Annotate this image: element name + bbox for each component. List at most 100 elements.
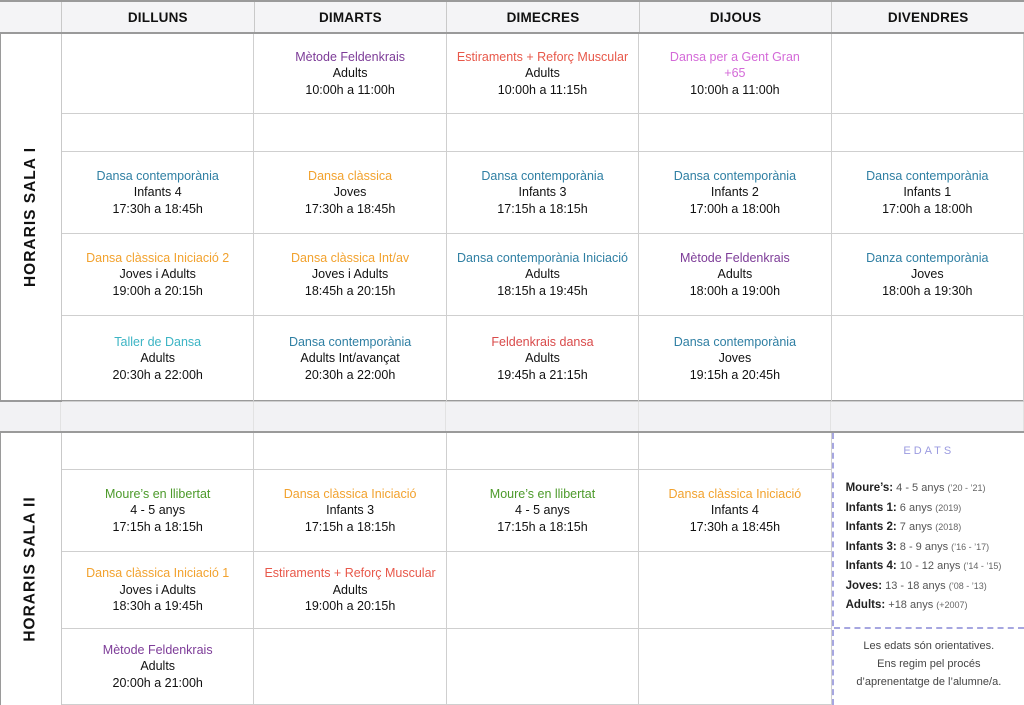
empty-cell [639, 433, 832, 470]
class-title: Dansa clàssica Iniciació 1 [86, 566, 230, 581]
class-title: Estiraments + Reforç Muscular [456, 49, 629, 64]
day-header-dilluns: DILLUNS [61, 2, 254, 32]
class-cell: Dansa contemporània Iniciació Adults 18:15… [446, 234, 640, 316]
class-title: Dansa clàssica Iniciació 2 [86, 250, 230, 265]
class-title: Dansa contemporània [866, 168, 989, 183]
class-group: Adults [717, 267, 753, 282]
class-hours: 18:30h a 19:45h [112, 599, 203, 614]
day-header-divendres: DIVENDRES [831, 2, 1024, 32]
edats-item-range: 8 - 9 anys [899, 540, 949, 553]
empty-cell [446, 629, 640, 705]
edats-item-label: Infants 1: [845, 501, 897, 514]
empty-cell [62, 114, 255, 152]
empty-cell [831, 114, 1024, 152]
class-cell: Dansa contemporània Infants 2 17:00h a 18:… [639, 152, 832, 234]
empty-cell [254, 629, 447, 705]
class-group: Joves i Adults [119, 582, 196, 597]
class-title: Dansa contemporània [481, 168, 604, 183]
class-hours: 18:45h a 20:15h [304, 283, 396, 298]
class-group: Joves i Adults [311, 267, 389, 282]
class-cell: Dansa contemporània Infants 3 17:15h a 18:… [446, 152, 640, 234]
class-group: Joves [333, 185, 367, 200]
edats-item-label: Infants 4: [845, 560, 897, 572]
day-header-dimecres: DIMECRES [446, 2, 639, 32]
class-title: Taller de Dansa [114, 334, 202, 349]
sala-1-grid: Mètode Feldenkrais Adults 10:00h a 11:00h E… [61, 34, 1024, 402]
sala-2-grid: EDATS Moure’s: 4 - 5 anys (’20 - ’21) Inf… [61, 433, 1024, 705]
class-hours: 19:00h a 20:15h [304, 599, 396, 614]
class-cell: Dansa clàssica Iniciació 2 Joves i Adults… [62, 234, 255, 316]
header-corner [0, 2, 61, 32]
class-group: Adults [525, 66, 560, 81]
class-group: Adults [140, 351, 176, 366]
edats-item: Infants 3: 8 - 9 anys (’16 - ’17) [846, 538, 1024, 558]
class-hours: 17:15h a 18:15h [304, 519, 396, 534]
class-group: Adults [525, 351, 560, 366]
edats-item-range: 6 anys [899, 501, 933, 514]
class-group: Adults [140, 659, 176, 674]
edats-list: Moure’s: 4 - 5 anys (’20 - ’21) Infants 1… [834, 479, 1024, 616]
class-cell: Dansa contemporània Joves 19:15h a 20:45h [639, 316, 832, 402]
edats-item-label: Adults: [845, 599, 886, 611]
class-group: Joves i Adults [119, 267, 196, 282]
edats-item-years: (2018) [935, 522, 962, 532]
empty-cell [446, 433, 640, 470]
edats-item: Infants 4: 10 - 12 anys (’14 - ’15) [846, 557, 1024, 577]
class-cell: Estiraments + Reforç Muscular Adults 19:00… [254, 552, 447, 629]
class-title: Mètode Feldenkrais [295, 49, 405, 64]
edats-item-range: 10 - 12 anys [899, 560, 961, 572]
edats-panel: EDATS Moure’s: 4 - 5 anys (’20 - ’21) Inf… [831, 433, 1024, 705]
class-title: Dansa clàssica Int/av [291, 250, 410, 265]
class-hours: 18:00h a 19:30h [882, 283, 973, 298]
empty-cell [446, 552, 640, 629]
class-hours: 10:00h a 11:15h [497, 82, 588, 97]
class-hours: 20:00h a 21:00h [112, 675, 203, 690]
sala-2-section: HORARIS SALA II EDATS Moure’s: 4 - 5 any… [0, 431, 1024, 705]
edats-item-years: (’08 - ’13) [948, 580, 987, 591]
class-title: Mètode Feldenkrais [680, 250, 790, 265]
empty-cell [639, 629, 832, 705]
class-cell: Dansa clàssica Iniciació Infants 3 17:15h … [254, 470, 447, 552]
edats-item-years: (’14 - ’15) [963, 561, 1002, 571]
class-group: Infants 1 [903, 185, 952, 200]
class-cell: Moure’s en llibertat 4 - 5 anys 17:15h a 1… [62, 470, 255, 552]
empty-cell [831, 34, 1024, 114]
class-title: Moure’s en llibertat [105, 486, 211, 501]
class-group: Adults [525, 267, 560, 282]
class-group: Infants 2 [710, 185, 759, 200]
class-title: Dansa contemporània [673, 334, 797, 349]
edats-item-label: Infants 3: [845, 540, 897, 553]
class-title: Dansa contemporània [96, 168, 219, 183]
class-hours: 17:30h a 18:45h [112, 201, 203, 216]
section-spacer [0, 402, 1024, 431]
empty-cell [62, 433, 255, 470]
edats-item-range: 7 anys [899, 521, 933, 533]
edats-item-years: (2019) [935, 502, 962, 513]
class-hours: 17:30h a 18:45h [689, 519, 781, 534]
edats-item-range: 4 - 5 anys [896, 482, 945, 494]
class-hours: 17:00h a 18:00h [882, 201, 973, 216]
edats-item-range: +18 anys [888, 599, 934, 611]
class-cell: Mètode Feldenkrais Adults 10:00h a 11:00h [254, 34, 447, 114]
class-title: Estiraments + Reforç Muscular [264, 566, 436, 581]
class-cell: Dansa clàssica Joves 17:30h a 18:45h [254, 152, 447, 234]
class-group: Joves [910, 267, 944, 282]
class-group: Infants 3 [326, 503, 375, 518]
class-title: Dansa clàssica [308, 168, 393, 183]
empty-cell [639, 114, 832, 152]
class-title: Mètode Feldenkrais [102, 642, 213, 657]
class-title: Dansa contemporània [673, 168, 797, 183]
class-hours: 17:15h a 18:15h [497, 201, 588, 216]
edats-item-years: (’16 - ’17) [951, 541, 990, 552]
class-cell: Dansa contemporània Infants 1 17:00h a 18:… [831, 152, 1024, 234]
edats-item-years: (’20 - ’21) [947, 483, 986, 493]
edats-item-label: Joves: [845, 579, 883, 592]
sala-1-label: HORARIS SALA I [0, 34, 61, 400]
class-title: Moure’s en llibertat [489, 486, 596, 501]
edats-item: Infants 1: 6 anys (2019) [846, 499, 1024, 519]
edats-item-range: 13 - 18 anys [885, 579, 946, 592]
edats-item-label: Moure’s: [845, 482, 894, 494]
class-title: Danza contemporània [866, 250, 989, 265]
class-cell: Dansa clàssica Int/av Joves i Adults 18:45… [254, 234, 447, 316]
class-cell: Dansa contemporània Adults Int/avançat 20:… [254, 316, 447, 402]
